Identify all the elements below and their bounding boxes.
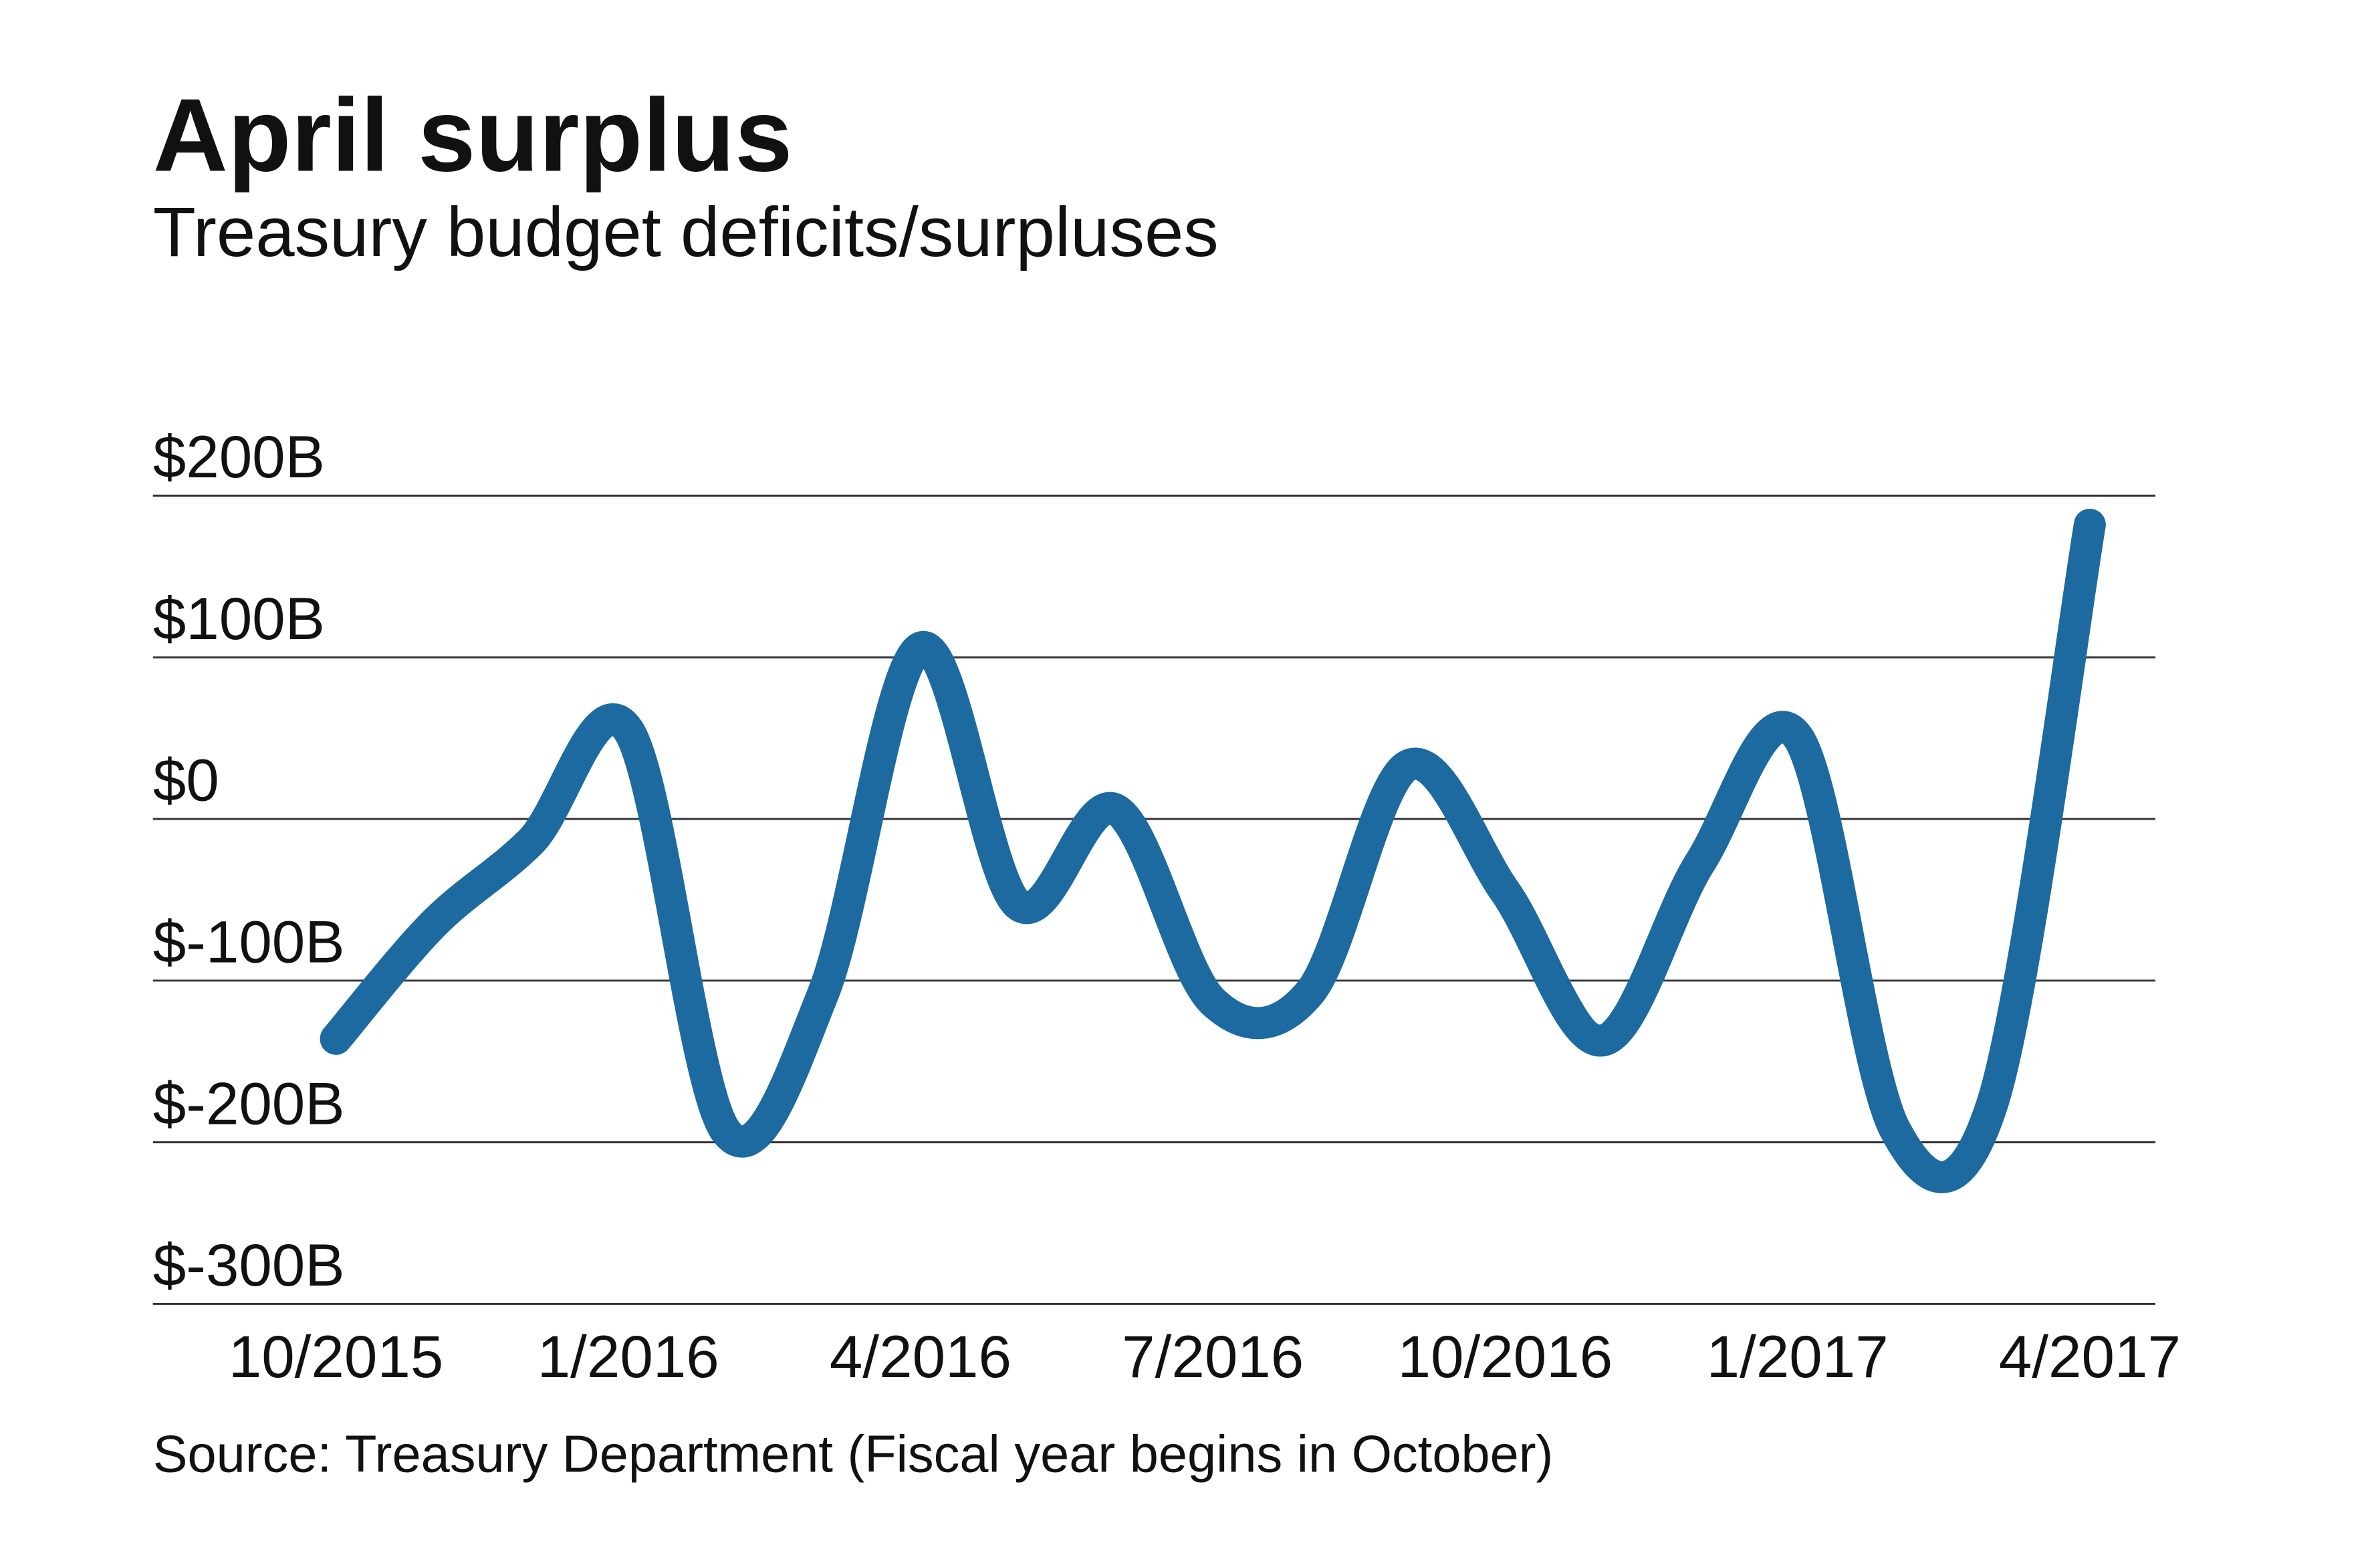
- x-tick-label: 10/2016: [1398, 1323, 1613, 1390]
- chart-title: April surplus: [153, 77, 793, 193]
- x-tick-label: 1/2017: [1707, 1323, 1889, 1390]
- x-tick-label: 7/2016: [1122, 1323, 1304, 1390]
- x-tick-label: 4/2017: [1999, 1323, 2181, 1390]
- source-note: Source: Treasury Department (Fiscal year…: [153, 1425, 1554, 1483]
- x-axis-labels: 10/2015 1/2016 4/2016 7/2016 10/2016 1/2017 4/…: [229, 1323, 2181, 1390]
- y-tick-label: $200B: [153, 423, 325, 490]
- y-tick-label: $100B: [153, 585, 325, 652]
- grid-lines: [152, 494, 2156, 1305]
- series-line: [320, 508, 2106, 1193]
- y-axis-labels: $200B $100B $0 $-100B $-200B $-300B: [153, 423, 345, 1298]
- y-tick-label: $0: [153, 747, 219, 814]
- x-tick-label: 10/2015: [229, 1323, 444, 1390]
- y-tick-label: $-100B: [153, 908, 345, 975]
- y-tick-label: $-200B: [153, 1070, 345, 1137]
- x-tick-label: 1/2016: [538, 1323, 719, 1390]
- series-layer: [320, 508, 2106, 1193]
- y-tick-label: $-300B: [153, 1231, 345, 1298]
- chart-subtitle: Treasury budget deficits/surpluses: [153, 193, 1219, 271]
- x-tick-label: 4/2016: [830, 1323, 1012, 1390]
